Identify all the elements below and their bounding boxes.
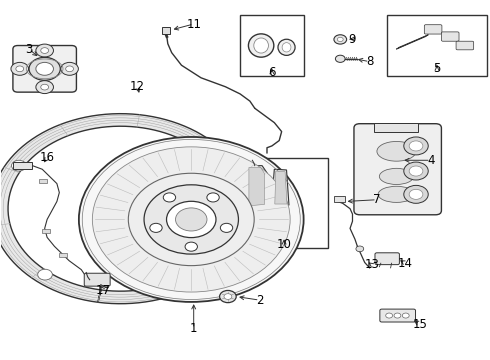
FancyBboxPatch shape <box>375 253 399 265</box>
Circle shape <box>224 294 232 300</box>
Polygon shape <box>0 114 250 304</box>
Circle shape <box>41 84 49 90</box>
Circle shape <box>144 185 239 254</box>
Circle shape <box>79 137 304 302</box>
Circle shape <box>16 66 24 72</box>
Text: 7: 7 <box>373 193 381 206</box>
Circle shape <box>36 81 53 94</box>
Ellipse shape <box>282 42 291 52</box>
Circle shape <box>386 313 392 318</box>
Bar <box>240 158 328 248</box>
Circle shape <box>394 313 401 318</box>
Circle shape <box>185 242 197 251</box>
Ellipse shape <box>379 168 414 184</box>
Text: 2: 2 <box>256 294 264 307</box>
Text: 5: 5 <box>433 62 441 75</box>
Circle shape <box>29 57 60 80</box>
Circle shape <box>404 162 428 180</box>
Text: 8: 8 <box>366 55 373 68</box>
FancyBboxPatch shape <box>380 309 416 322</box>
Ellipse shape <box>254 38 269 53</box>
Text: 1: 1 <box>190 322 197 335</box>
Circle shape <box>335 55 345 62</box>
Text: 17: 17 <box>96 284 111 297</box>
FancyBboxPatch shape <box>354 124 441 215</box>
Polygon shape <box>245 166 267 207</box>
FancyBboxPatch shape <box>456 41 474 50</box>
Circle shape <box>66 66 74 72</box>
Ellipse shape <box>248 34 274 57</box>
Circle shape <box>11 62 28 75</box>
Circle shape <box>150 223 162 233</box>
Circle shape <box>167 201 216 238</box>
Text: 16: 16 <box>40 151 54 164</box>
Text: 9: 9 <box>349 32 356 46</box>
Circle shape <box>41 48 49 53</box>
Circle shape <box>38 269 52 280</box>
FancyBboxPatch shape <box>84 273 110 286</box>
Bar <box>334 196 344 202</box>
Circle shape <box>163 193 175 202</box>
Circle shape <box>36 44 53 57</box>
FancyBboxPatch shape <box>13 45 76 92</box>
Circle shape <box>36 62 53 75</box>
Bar <box>240 15 304 76</box>
Polygon shape <box>396 35 428 49</box>
FancyBboxPatch shape <box>424 25 442 34</box>
Circle shape <box>12 160 26 171</box>
Circle shape <box>207 193 219 202</box>
Circle shape <box>175 208 207 231</box>
Circle shape <box>409 141 423 151</box>
Bar <box>59 253 67 257</box>
Circle shape <box>334 35 346 44</box>
Text: 6: 6 <box>268 66 275 79</box>
Ellipse shape <box>378 186 415 202</box>
Text: 10: 10 <box>277 238 292 251</box>
Bar <box>387 15 487 76</box>
Text: 13: 13 <box>365 258 379 271</box>
Text: 11: 11 <box>186 18 201 31</box>
Bar <box>374 123 418 132</box>
Circle shape <box>404 137 428 155</box>
Ellipse shape <box>377 141 416 161</box>
Bar <box>42 229 50 233</box>
Circle shape <box>220 223 233 233</box>
Circle shape <box>337 37 343 41</box>
Text: 3: 3 <box>25 42 33 55</box>
Circle shape <box>409 166 423 176</box>
Ellipse shape <box>278 39 295 55</box>
Circle shape <box>356 246 364 252</box>
Circle shape <box>92 147 290 292</box>
Polygon shape <box>249 167 265 206</box>
FancyBboxPatch shape <box>441 32 459 41</box>
Circle shape <box>215 160 229 171</box>
Bar <box>13 162 32 169</box>
Circle shape <box>402 313 409 318</box>
Polygon shape <box>272 169 289 205</box>
Bar <box>162 27 170 34</box>
Polygon shape <box>275 171 287 204</box>
Text: 14: 14 <box>398 257 413 270</box>
Text: 12: 12 <box>130 80 145 93</box>
Bar <box>39 179 47 183</box>
Circle shape <box>220 291 236 303</box>
Circle shape <box>61 62 78 75</box>
Text: 4: 4 <box>427 154 435 167</box>
Circle shape <box>128 173 254 266</box>
Circle shape <box>404 185 428 203</box>
Circle shape <box>409 189 423 199</box>
Text: 15: 15 <box>413 318 427 331</box>
